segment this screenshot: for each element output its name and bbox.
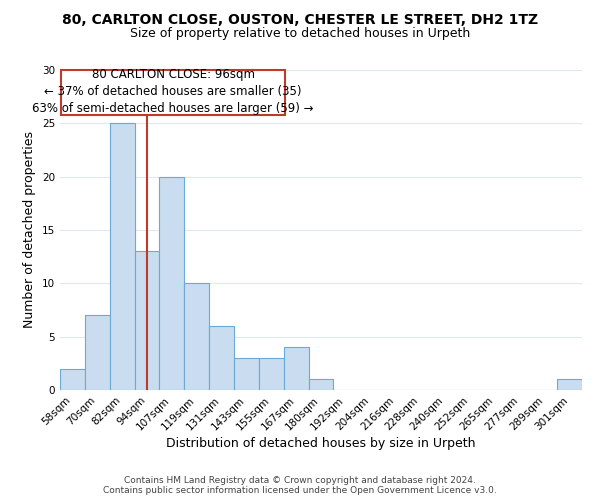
Bar: [209, 326, 234, 390]
Bar: [284, 348, 308, 390]
Bar: [85, 316, 110, 390]
FancyBboxPatch shape: [61, 70, 285, 115]
Bar: [557, 380, 582, 390]
Bar: [234, 358, 259, 390]
Bar: [134, 252, 160, 390]
Text: Contains public sector information licensed under the Open Government Licence v3: Contains public sector information licen…: [103, 486, 497, 495]
Bar: [160, 176, 184, 390]
Text: 80, CARLTON CLOSE, OUSTON, CHESTER LE STREET, DH2 1TZ: 80, CARLTON CLOSE, OUSTON, CHESTER LE ST…: [62, 12, 538, 26]
Bar: [259, 358, 284, 390]
Text: Size of property relative to detached houses in Urpeth: Size of property relative to detached ho…: [130, 28, 470, 40]
Y-axis label: Number of detached properties: Number of detached properties: [23, 132, 37, 328]
Text: Contains HM Land Registry data © Crown copyright and database right 2024.: Contains HM Land Registry data © Crown c…: [124, 476, 476, 485]
Bar: [308, 380, 334, 390]
Bar: [110, 124, 134, 390]
Text: 80 CARLTON CLOSE: 96sqm
← 37% of detached houses are smaller (35)
63% of semi-de: 80 CARLTON CLOSE: 96sqm ← 37% of detache…: [32, 68, 314, 115]
X-axis label: Distribution of detached houses by size in Urpeth: Distribution of detached houses by size …: [166, 438, 476, 450]
Bar: [184, 284, 209, 390]
Bar: [60, 368, 85, 390]
